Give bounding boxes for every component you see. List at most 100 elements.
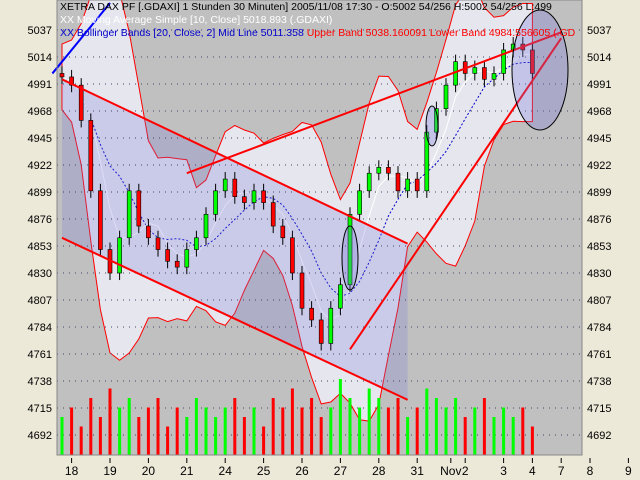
volume-bar bbox=[262, 426, 266, 455]
bb-upper-legend: Upper Band 5038.160091 Lower Band 4984.5… bbox=[306, 27, 576, 39]
volume-bar bbox=[146, 407, 150, 455]
candle bbox=[88, 120, 94, 192]
volume-bar bbox=[194, 398, 198, 455]
volume-bar bbox=[521, 407, 525, 455]
volume-bar bbox=[127, 398, 131, 455]
candle bbox=[146, 225, 151, 239]
y-tick-label-left: 5014 bbox=[28, 52, 52, 64]
candle bbox=[309, 307, 314, 321]
volume-bar bbox=[242, 417, 246, 455]
volume-bar bbox=[89, 398, 93, 455]
volume-bar bbox=[358, 407, 362, 455]
candle bbox=[136, 190, 142, 227]
x-tick-label: 7 bbox=[558, 464, 565, 478]
candle bbox=[251, 190, 257, 203]
volume-bar bbox=[530, 426, 534, 455]
y-tick-label-left: 5037 bbox=[28, 25, 52, 37]
moving-average-line bbox=[61, 53, 533, 321]
candle bbox=[328, 307, 334, 344]
candle bbox=[222, 178, 228, 192]
candle bbox=[117, 237, 122, 274]
volume-bar bbox=[137, 417, 141, 455]
candle bbox=[59, 73, 65, 78]
y-tick-label-right: 4853 bbox=[587, 241, 611, 253]
candle bbox=[414, 178, 420, 192]
chart-title: XETRA DAX PF [.GDAXI] 1 Stunden 30 Minut… bbox=[60, 1, 552, 13]
x-tick-label: 26 bbox=[295, 464, 309, 478]
volume-bar bbox=[252, 407, 256, 455]
volume-bar bbox=[60, 417, 64, 455]
candle bbox=[126, 190, 132, 239]
candle bbox=[443, 84, 449, 109]
y-tick-label-left: 4899 bbox=[28, 187, 52, 199]
volume-bar bbox=[473, 407, 477, 455]
ma-legend: XX Moving Average Simple [10, Close] 501… bbox=[60, 14, 333, 26]
y-tick-label-left: 4945 bbox=[28, 133, 52, 145]
candle bbox=[213, 190, 218, 215]
volume-bar bbox=[108, 388, 112, 455]
y-tick-label-right: 4876 bbox=[587, 214, 611, 226]
volume-bar bbox=[463, 417, 467, 455]
candle bbox=[242, 196, 247, 203]
volume-bar bbox=[310, 398, 314, 455]
volume-bar bbox=[98, 417, 102, 455]
candle bbox=[165, 249, 170, 262]
x-tick-label: 28 bbox=[372, 464, 386, 478]
y-tick-label-right: 4945 bbox=[587, 133, 611, 145]
volume-bar bbox=[319, 417, 323, 455]
volume-bar bbox=[502, 407, 506, 455]
volume-bar bbox=[204, 407, 208, 455]
y-tick-label-left: 4876 bbox=[28, 214, 52, 226]
volume-bar bbox=[377, 398, 381, 455]
volume-bar bbox=[406, 417, 410, 455]
annotation-ellipse bbox=[425, 105, 439, 147]
y-tick-label-right: 4922 bbox=[587, 160, 611, 172]
candle bbox=[405, 178, 410, 192]
volume-bar bbox=[223, 407, 227, 455]
candle bbox=[347, 214, 353, 286]
annotation-ellipse bbox=[341, 225, 359, 291]
candle bbox=[78, 84, 84, 121]
y-tick-label-left: 4784 bbox=[28, 322, 52, 334]
y-tick-label-left: 4968 bbox=[28, 106, 52, 118]
volume-bar bbox=[348, 398, 352, 455]
candle bbox=[318, 319, 324, 344]
y-tick-label-right: 4968 bbox=[587, 106, 611, 118]
y-tick-label-left: 4692 bbox=[28, 430, 52, 442]
x-tick-label: 31 bbox=[411, 464, 425, 478]
y-tick-label-left: 4738 bbox=[28, 376, 52, 388]
y-tick-label-right: 4784 bbox=[587, 322, 611, 334]
candle bbox=[69, 76, 74, 86]
candle bbox=[174, 260, 180, 268]
x-tick-label: 19 bbox=[103, 464, 117, 478]
volume-bar bbox=[166, 426, 170, 455]
x-tick-label: 24 bbox=[219, 464, 233, 478]
x-tick-label: 9 bbox=[625, 464, 632, 478]
y-tick-label-left: 4761 bbox=[28, 349, 52, 361]
bollinger-band bbox=[61, 0, 533, 422]
x-tick-label: 3 bbox=[500, 464, 507, 478]
y-tick-label-left: 4715 bbox=[28, 403, 52, 415]
candle bbox=[366, 172, 372, 192]
candle bbox=[424, 131, 430, 192]
volume-bar bbox=[482, 398, 486, 455]
y-tick-label-right: 4830 bbox=[587, 268, 611, 280]
volume-bar bbox=[511, 417, 515, 455]
candle bbox=[184, 249, 190, 268]
y-tick-label-right: 4991 bbox=[587, 79, 611, 91]
volume-bar bbox=[79, 426, 83, 455]
volume-bar bbox=[492, 417, 496, 455]
trend-line bbox=[186, 31, 562, 175]
trend-line bbox=[51, 2, 111, 75]
volume-bar bbox=[300, 407, 304, 455]
y-tick-label-right: 4738 bbox=[587, 376, 611, 388]
candle bbox=[482, 67, 487, 80]
plot-border bbox=[56, 0, 583, 456]
candle bbox=[530, 49, 535, 74]
volume-bar bbox=[454, 398, 458, 455]
candle bbox=[270, 202, 276, 227]
y-tick-label-right: 5037 bbox=[587, 25, 611, 37]
candle bbox=[290, 237, 295, 274]
x-tick-label: Nov bbox=[440, 464, 461, 478]
